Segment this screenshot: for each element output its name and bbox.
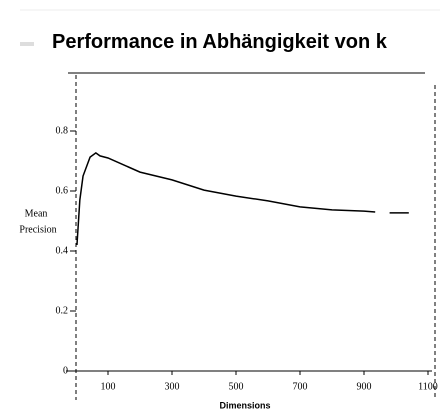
- y-tick-label: 0.2: [56, 305, 69, 316]
- line-series: [76, 151, 409, 246]
- y-tick-label: 0.6: [56, 185, 69, 196]
- x-tick-label: 900: [357, 381, 372, 392]
- decoration: [20, 42, 34, 46]
- y-tick-label: 0.4: [56, 245, 69, 256]
- x-tick-label: 300: [165, 381, 180, 392]
- x-axis-label: Dimensions: [219, 400, 270, 410]
- y-axis-label: Mean: [25, 208, 48, 219]
- y-tick-label: 0.8: [56, 125, 69, 136]
- y-axis-label: Precision: [19, 224, 56, 235]
- y-tick-label: 0: [63, 365, 68, 376]
- x-tick-label: 100: [101, 381, 116, 392]
- x-tick-label: 700: [293, 381, 308, 392]
- chart-title: Performance in Abhängigkeit von k: [52, 31, 388, 53]
- x-tick-label: 500: [229, 381, 244, 392]
- x-tick-label: 1100: [418, 381, 438, 392]
